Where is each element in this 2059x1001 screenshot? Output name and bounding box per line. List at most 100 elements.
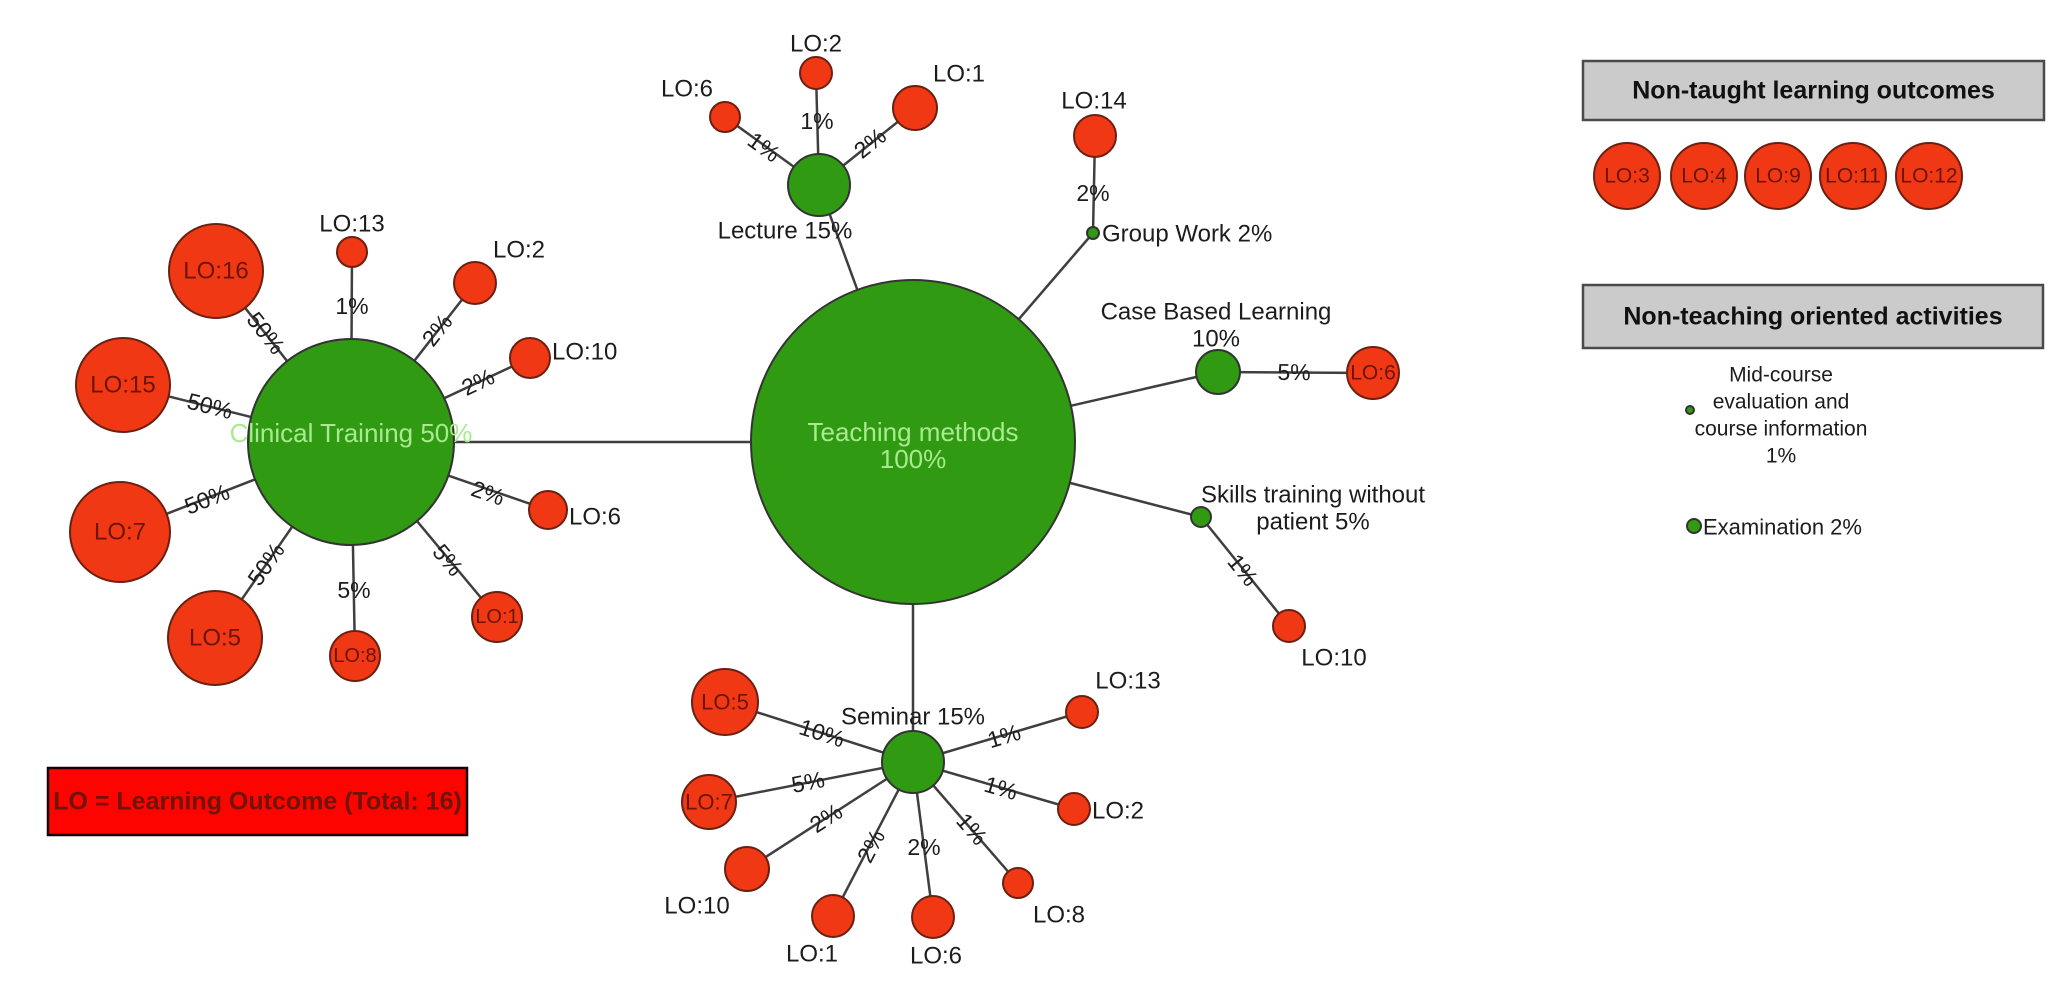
label-sem-lo13: LO:13 — [1095, 668, 1160, 695]
label-cbl-lo6: LO:6 — [1350, 362, 1396, 385]
node-clin-lo6-outcome-circle — [528, 490, 568, 530]
label-clin-lo16: LO:16 — [183, 258, 248, 285]
label-lec-lo1: LO:1 — [933, 61, 985, 88]
label-midcourse: evaluation and — [1713, 391, 1850, 414]
edge-label-seminar-sem-lo13: 1% — [984, 719, 1023, 753]
label-sem-lo6: LO:6 — [910, 943, 962, 970]
node-sem-lo6-outcome-circle — [911, 895, 955, 939]
label-lecture: Lecture 15% — [718, 218, 853, 245]
edge-label-seminar-sem-lo2: 1% — [981, 771, 1020, 805]
node-sem-lo10-outcome-circle — [724, 846, 770, 892]
label-leg-lo9: LO:9 — [1755, 165, 1801, 188]
label-sem-lo8: LO:8 — [1033, 902, 1085, 929]
note-label: LO = Learning Outcome (Total: 16) — [53, 788, 462, 816]
node-lec-lo2-outcome-circle — [799, 56, 833, 90]
node-sem-lo1-outcome-circle — [811, 894, 855, 938]
label-clinical: Clinical Training 50% — [230, 418, 473, 448]
edge-label-lecture-lec-lo2: 1% — [800, 108, 833, 134]
edge-label-clinical-clin-lo13: 1% — [335, 293, 368, 319]
edge-seminar-sem-lo10 — [746, 760, 914, 871]
node-clinical-method-circle — [247, 338, 455, 546]
label-lec-lo2: LO:2 — [790, 31, 842, 58]
label-clin-lo6: LO:6 — [569, 504, 621, 531]
note-box — [46, 766, 469, 837]
label-teaching: 100% — [880, 444, 947, 474]
node-cbl-lo6-outcome-circle — [1346, 346, 1400, 400]
edge-label-clinical-clin-lo15: 50% — [185, 388, 236, 424]
node-clin-lo5-outcome-circle — [167, 590, 263, 686]
label-gw-lo14: LO:14 — [1061, 88, 1126, 115]
label-teaching: Teaching methods — [807, 417, 1018, 447]
node-lec-lo6-outcome-circle — [709, 101, 741, 133]
label-sem-lo2: LO:2 — [1092, 798, 1144, 825]
label-groupwork: Group Work 2% — [1102, 221, 1272, 248]
label-sem-lo1: LO:1 — [786, 941, 838, 968]
node-gw-lo14-outcome-circle — [1073, 114, 1117, 158]
label-skills: patient 5% — [1256, 509, 1369, 536]
node-sem-lo8-outcome-circle — [1002, 867, 1034, 899]
non-teaching-activities-label: Non-teaching oriented activities — [1623, 303, 2002, 331]
label-leg-lo12: LO:12 — [1900, 165, 1957, 188]
edge-label-clinical-clin-lo5: 50% — [242, 538, 290, 591]
edge-label-lecture-lec-lo6: 1% — [743, 127, 785, 168]
label-leg-lo11: LO:11 — [1825, 165, 1881, 188]
edge-label-seminar-sem-lo7: 5% — [789, 766, 827, 798]
label-sk-lo10: LO:10 — [1301, 645, 1366, 672]
node-sem-lo7-outcome-circle — [681, 774, 737, 830]
label-clin-lo1: LO:1 — [475, 606, 518, 628]
edge-label-clinical-clin-lo8: 5% — [337, 577, 370, 603]
node-lec-lo1-outcome-circle — [892, 85, 938, 131]
node-clin-lo10-outcome-circle — [509, 337, 551, 379]
node-clin-lo8-outcome-circle — [329, 630, 381, 682]
node-leg-lo3-outcome-circle — [1593, 142, 1661, 210]
node-groupwork-method-circle — [1086, 226, 1100, 240]
label-sem-lo7: LO:7 — [685, 790, 733, 815]
label-clin-lo10: LO:10 — [552, 339, 617, 366]
node-clin-lo7-outcome-circle — [69, 481, 171, 583]
label-cbl: 10% — [1192, 326, 1240, 353]
label-clin-lo7: LO:7 — [94, 519, 146, 546]
label-midcourse: Mid-course — [1729, 364, 1833, 387]
label-skills: Skills training without — [1201, 482, 1425, 509]
node-teaching-method-circle — [750, 279, 1076, 605]
label-exam: Examination 2% — [1703, 515, 1862, 540]
edge-label-clinical-clin-lo7: 50% — [181, 479, 233, 520]
node-skills-method-circle — [1190, 506, 1212, 528]
node-sem-lo5-outcome-circle — [691, 668, 759, 736]
edge-label-seminar-sem-lo10: 2% — [805, 798, 847, 838]
edge-label-cbl-cbl-lo6: 5% — [1277, 359, 1310, 385]
node-clin-lo16-outcome-circle — [168, 223, 264, 319]
edge-label-clinical-clin-lo10: 2% — [457, 363, 498, 401]
label-sem-lo10: LO:10 — [664, 893, 729, 920]
node-cbl-method-circle — [1195, 349, 1241, 395]
label-clin-lo15: LO:15 — [90, 372, 155, 399]
label-midcourse: 1% — [1766, 445, 1796, 468]
label-leg-lo3: LO:3 — [1604, 165, 1650, 188]
label-lec-lo6: LO:6 — [661, 76, 713, 103]
node-sem-lo13-outcome-circle — [1065, 695, 1099, 729]
non-taught-outcomes-label: Non-taught learning outcomes — [1632, 77, 1995, 105]
label-cbl: Case Based Learning — [1101, 299, 1332, 326]
edge-label-seminar-sem-lo6: 2% — [907, 834, 940, 860]
label-leg-lo4: LO:4 — [1681, 165, 1727, 188]
label-seminar: Seminar 15% — [841, 704, 985, 731]
node-leg-lo12-outcome-circle — [1895, 142, 1963, 210]
edge-label-groupwork-gw-lo14: 2% — [1076, 180, 1109, 206]
node-clin-lo13-outcome-circle — [336, 236, 368, 268]
label-clin-lo8: LO:8 — [333, 645, 376, 667]
node-seminar-method-circle — [881, 730, 945, 794]
node-clin-lo2-outcome-circle — [453, 261, 497, 305]
node-clin-lo15-outcome-circle — [75, 337, 171, 433]
node-leg-lo11-outcome-circle — [1819, 142, 1887, 210]
node-clin-lo1-outcome-circle — [471, 591, 523, 643]
edge-skills-sk-lo10 — [1200, 516, 1290, 627]
node-leg-lo4-outcome-circle — [1670, 142, 1738, 210]
label-midcourse: course information — [1695, 418, 1868, 441]
label-clin-lo5: LO:5 — [189, 625, 241, 652]
edge-label-skills-sk-lo10: 1% — [1222, 549, 1263, 591]
non-taught-outcomes-box — [1581, 59, 2046, 122]
node-leg-lo9-outcome-circle — [1744, 142, 1812, 210]
node-sk-lo10-outcome-circle — [1272, 609, 1306, 643]
